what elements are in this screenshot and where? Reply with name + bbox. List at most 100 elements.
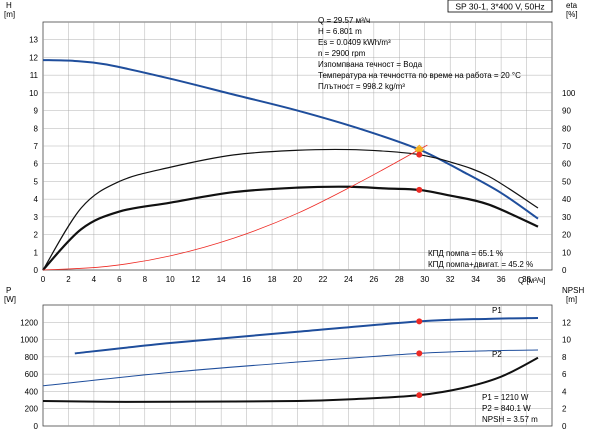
y-left-tick-label: 4: [34, 195, 39, 204]
y-right-tick-label: 0: [562, 266, 567, 275]
x-tick-label: 26: [369, 275, 378, 284]
y-right-tick-label: 4: [562, 387, 567, 396]
x-tick-label: 22: [318, 275, 327, 284]
y-left-tick-label: 1200: [20, 318, 38, 327]
operating-point: [416, 350, 423, 357]
y-right-tick-label: 100: [562, 89, 576, 98]
y-right-tick-label: 10: [562, 336, 571, 345]
y-left-tick-label: 9: [34, 107, 39, 116]
lower-series: [42, 316, 539, 403]
x-tick-label: 18: [268, 275, 277, 284]
operating-point: [416, 392, 423, 399]
eta-axis-unit: [%]: [566, 10, 578, 19]
y-right-tick-label: 70: [562, 142, 571, 151]
p-axis-title: P: [6, 286, 11, 295]
upper-series: [42, 59, 539, 271]
p1-readout: P1 = 1210 W: [482, 393, 529, 402]
p2-series-label: P2: [492, 350, 502, 359]
y-right-tick-label: 10: [562, 248, 571, 257]
p2-readout: P2 = 840.1 W: [482, 404, 531, 413]
info-line-q: Q = 29.57 м³/ч: [318, 16, 370, 25]
y-right-tick-label: 2: [562, 405, 567, 414]
x-tick-label: 16: [242, 275, 251, 284]
pump-efficiency-note: КПД помпа = 65.1 %: [428, 249, 503, 258]
y-right-tick-label: 90: [562, 107, 571, 116]
npsh-readout: NPSH = 3.57 m: [482, 415, 538, 424]
series-npsh: [42, 356, 539, 403]
y-left-tick-label: 7: [34, 142, 39, 151]
eta-axis-title: eta: [566, 1, 578, 10]
y-left-tick-label: 1000: [20, 336, 38, 345]
x-tick-label: 12: [191, 275, 200, 284]
y-left-tick-label: 5: [34, 177, 39, 186]
y-left-tick-label: 0: [34, 266, 39, 275]
x-tick-label: 0: [41, 275, 46, 284]
lower-grid: [42, 304, 553, 427]
x-tick-label: 36: [497, 275, 506, 284]
efficiency-notes: КПД помпа = 65.1 % КПД помпа+двигат. = 4…: [428, 249, 533, 269]
y-left-tick-label: 6: [34, 160, 39, 169]
duty-point: [416, 146, 423, 153]
pump-label-box: [447, 0, 553, 13]
p1-series-label: P1: [492, 306, 502, 315]
series-system: [42, 144, 428, 271]
y-left-tick-label: 600: [25, 370, 39, 379]
info-line-liquid: Изпомпвана течност = Вода: [318, 60, 423, 69]
series-p1: [74, 316, 539, 355]
y-right-tick-label: 30: [562, 213, 571, 222]
series-кпд-помпа-двигат-: [42, 185, 539, 271]
x-tick-label: 8: [143, 275, 148, 284]
total-efficiency-note: КПД помпа+двигат. = 45.2 %: [428, 260, 533, 269]
y-left-tick-label: 0: [34, 422, 39, 431]
h-axis-title: H: [6, 1, 12, 10]
y-left-tick-label: 10: [29, 89, 38, 98]
x-tick-label: 10: [166, 275, 175, 284]
y-right-tick-label: 20: [562, 231, 571, 240]
npsh-axis-unit: [m]: [566, 295, 577, 304]
y-left-tick-label: 11: [30, 71, 39, 80]
y-right-tick-label: 6: [562, 370, 567, 379]
y-left-tick-label: 400: [25, 387, 39, 396]
pump-label: SP 30-1, 3*400 V, 50Hz: [455, 2, 544, 12]
p-axis-unit: [W]: [4, 295, 16, 304]
operating-point: [416, 318, 423, 325]
x-tick-label: 34: [471, 275, 480, 284]
y-left-tick-label: 200: [25, 405, 39, 414]
y-right-tick-label: 0: [562, 422, 567, 431]
info-line-n: n = 2900 rpm: [318, 49, 366, 58]
power-readouts: P1 = 1210 W P2 = 840.1 W NPSH = 3.57 m: [482, 393, 538, 424]
y-left-tick-label: 12: [29, 53, 38, 62]
y-right-tick-label: 80: [562, 124, 571, 133]
y-left-tick-label: 1: [34, 248, 39, 257]
y-left-tick-label: 800: [25, 353, 39, 362]
series-кпд-помпа: [42, 148, 539, 271]
npsh-axis-title: NPSH: [562, 286, 584, 295]
y-left-tick-label: 8: [34, 124, 39, 133]
y-left-tick-label: 13: [29, 36, 38, 45]
info-line-density: Плътност = 998.2 kg/m³: [318, 82, 405, 91]
y-right-tick-label: 8: [562, 353, 567, 362]
operating-point: [416, 186, 423, 193]
x-tick-label: 2: [66, 275, 71, 284]
series-h: [42, 59, 539, 220]
operating-point-info: Q = 29.57 м³/ч H = 6.801 m Es = 0.0409 k…: [318, 16, 521, 91]
axis-ticks: 0 2 4 6 8 10 12 14 16 18 20 22 24 26 28 30 32 34 36 3801234…: [20, 36, 576, 431]
y-left-tick-label: 2: [34, 231, 39, 240]
x-tick-label: 4: [92, 275, 97, 284]
x-tick-label: 38: [522, 275, 531, 284]
x-tick-label: 28: [395, 275, 404, 284]
operating-point: [416, 151, 423, 158]
y-right-tick-label: 12: [562, 318, 571, 327]
y-right-tick-label: 60: [562, 160, 571, 169]
x-tick-label: 30: [420, 275, 429, 284]
upper-grid: [42, 21, 553, 271]
info-line-h: H = 6.801 m: [318, 27, 362, 36]
q-axis-title: Q [м³/ч]: [518, 276, 545, 285]
y-left-tick-label: 3: [34, 213, 39, 222]
x-tick-label: 20: [293, 275, 302, 284]
info-line-temperature: Температура на течността по време на раб…: [318, 71, 521, 80]
y-right-tick-label: 50: [562, 177, 571, 186]
x-tick-label: 32: [446, 275, 455, 284]
x-tick-label: 24: [344, 275, 353, 284]
